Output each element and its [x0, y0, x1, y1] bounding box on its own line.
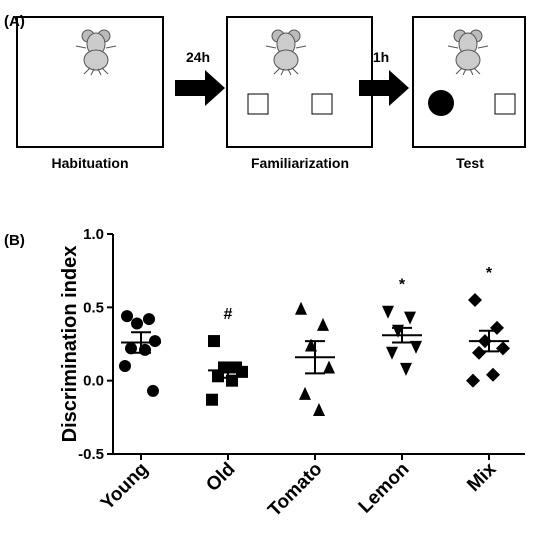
data-point	[323, 360, 335, 374]
panel-label: (B)	[4, 232, 25, 249]
data-point	[466, 373, 480, 388]
arrow	[175, 70, 225, 106]
data-point	[317, 317, 329, 331]
data-point	[212, 370, 224, 383]
y-tick-label: 1.0	[83, 226, 104, 243]
data-point	[400, 362, 412, 376]
interval-label: 1h	[373, 49, 389, 65]
data-point	[410, 340, 422, 354]
data-point	[496, 341, 510, 356]
data-point	[147, 384, 159, 397]
mouse-icon	[265, 29, 307, 76]
panel-label: (A)	[4, 13, 25, 30]
data-point	[386, 346, 398, 360]
object	[311, 93, 333, 115]
y-tick-label: -0.5	[78, 446, 104, 463]
data-point	[404, 311, 416, 325]
data-point	[490, 320, 504, 335]
data-point	[468, 293, 482, 307]
data-point	[143, 313, 155, 326]
y-tick-label: 0.5	[83, 299, 104, 316]
x-tick-label: Young	[97, 459, 153, 515]
data-point	[131, 317, 143, 330]
x-tick-label: Old	[202, 459, 239, 496]
significance-mark: *	[486, 265, 493, 282]
data-point	[206, 393, 218, 406]
object	[494, 93, 516, 115]
y-tick-label: 0.0	[83, 373, 104, 390]
mouse-icon	[447, 29, 489, 76]
data-point	[295, 301, 307, 315]
x-tick-label: Lemon	[355, 459, 414, 518]
data-point	[382, 305, 394, 319]
data-point	[313, 403, 325, 416]
data-point	[125, 342, 137, 355]
x-tick-label: Tomato	[264, 459, 326, 521]
data-point	[299, 386, 311, 400]
arrow	[359, 70, 409, 106]
y-axis-label: Discrimination index	[59, 246, 81, 443]
x-tick-label: Mix	[463, 458, 501, 496]
novel-object	[428, 90, 454, 116]
data-point	[486, 367, 500, 382]
step-caption: Habituation	[52, 155, 129, 171]
data-point	[119, 360, 131, 372]
significance-mark: #	[224, 306, 233, 323]
data-point	[236, 365, 248, 378]
interval-label: 24h	[186, 49, 210, 65]
step-caption: Test	[456, 155, 484, 171]
data-point	[208, 335, 220, 348]
data-point	[121, 310, 133, 323]
step-caption: Familiarization	[251, 155, 349, 171]
data-point	[149, 335, 161, 348]
significance-mark: *	[399, 277, 406, 294]
arena	[412, 16, 526, 148]
data-point	[472, 345, 486, 360]
arena	[16, 16, 164, 148]
mouse-icon	[75, 29, 117, 76]
object	[247, 93, 269, 115]
